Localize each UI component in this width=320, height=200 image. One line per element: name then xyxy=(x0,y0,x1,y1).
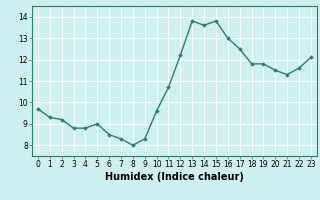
X-axis label: Humidex (Indice chaleur): Humidex (Indice chaleur) xyxy=(105,172,244,182)
